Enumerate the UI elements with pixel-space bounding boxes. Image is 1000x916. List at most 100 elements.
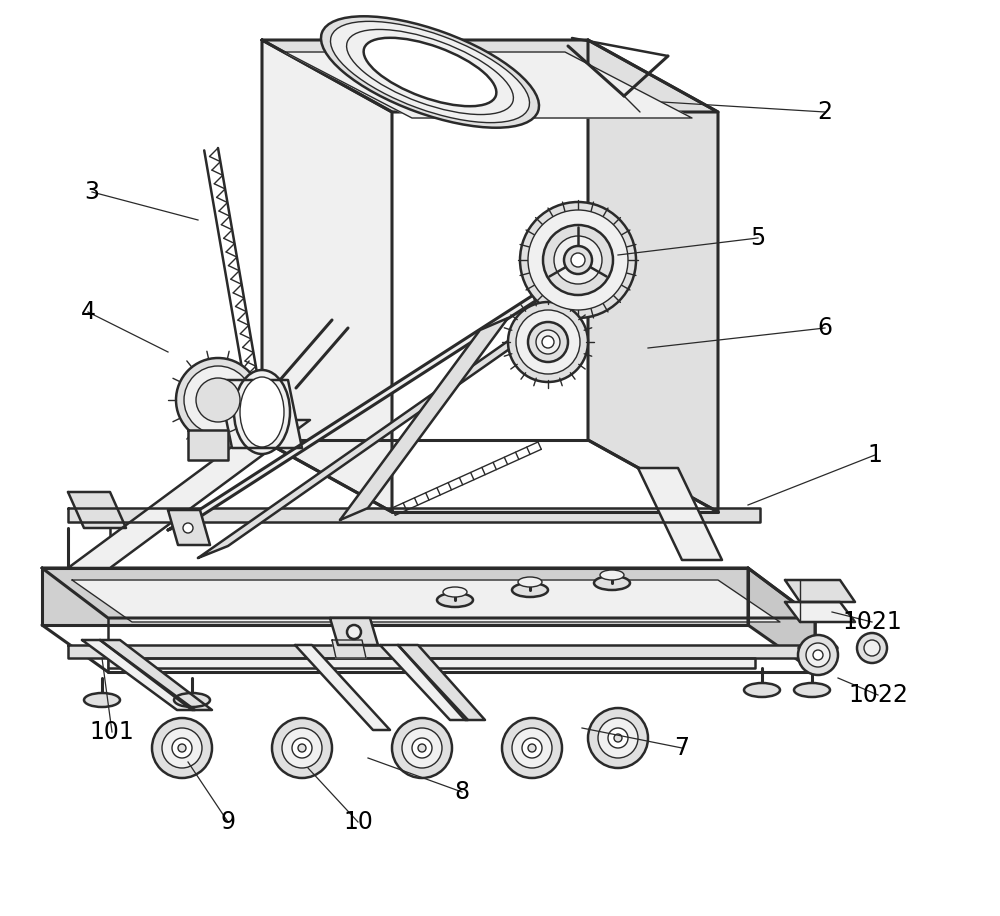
Circle shape (528, 322, 568, 362)
Ellipse shape (794, 683, 830, 697)
Circle shape (813, 650, 823, 660)
Text: 1: 1 (868, 443, 882, 467)
Polygon shape (42, 568, 748, 625)
Circle shape (183, 523, 193, 533)
Polygon shape (168, 280, 568, 530)
Polygon shape (285, 52, 692, 118)
Circle shape (418, 744, 426, 752)
Circle shape (806, 643, 830, 667)
Circle shape (402, 728, 442, 768)
Ellipse shape (744, 683, 780, 697)
Polygon shape (68, 508, 760, 522)
Text: 2: 2 (818, 100, 832, 124)
Ellipse shape (502, 738, 562, 754)
Polygon shape (198, 308, 568, 558)
Circle shape (798, 635, 838, 675)
Ellipse shape (798, 642, 838, 654)
Circle shape (536, 330, 560, 354)
Circle shape (857, 633, 887, 663)
Text: 5: 5 (750, 226, 766, 250)
Polygon shape (82, 640, 195, 710)
Ellipse shape (240, 377, 284, 447)
Polygon shape (638, 468, 722, 560)
Polygon shape (262, 40, 718, 112)
Ellipse shape (347, 29, 513, 114)
Circle shape (412, 738, 432, 758)
Circle shape (502, 718, 562, 778)
Circle shape (614, 734, 622, 742)
Circle shape (528, 210, 628, 310)
Circle shape (176, 358, 260, 442)
Circle shape (508, 302, 588, 382)
Ellipse shape (84, 693, 120, 707)
Polygon shape (100, 640, 212, 710)
Ellipse shape (518, 577, 542, 587)
Circle shape (512, 728, 552, 768)
Circle shape (864, 640, 880, 656)
Circle shape (172, 738, 192, 758)
Polygon shape (785, 602, 855, 622)
Ellipse shape (600, 570, 624, 580)
Ellipse shape (443, 587, 467, 597)
Circle shape (542, 336, 554, 348)
Ellipse shape (512, 583, 548, 597)
Polygon shape (168, 510, 210, 545)
Text: 4: 4 (80, 300, 96, 324)
Ellipse shape (330, 21, 530, 123)
Polygon shape (340, 318, 508, 520)
Circle shape (347, 625, 361, 639)
Polygon shape (72, 580, 780, 622)
Polygon shape (330, 618, 378, 645)
Circle shape (292, 738, 312, 758)
Ellipse shape (174, 693, 210, 707)
Text: 101: 101 (90, 720, 134, 744)
Text: 10: 10 (343, 810, 373, 834)
Ellipse shape (321, 16, 539, 127)
Circle shape (196, 378, 240, 422)
Polygon shape (380, 645, 468, 720)
Polygon shape (68, 492, 126, 528)
Circle shape (588, 708, 648, 768)
Circle shape (598, 718, 638, 758)
Ellipse shape (152, 738, 212, 754)
Polygon shape (295, 645, 390, 730)
Circle shape (554, 236, 602, 284)
Circle shape (162, 728, 202, 768)
Circle shape (543, 225, 613, 295)
Text: 9: 9 (220, 810, 236, 834)
Circle shape (516, 310, 580, 374)
Ellipse shape (234, 370, 290, 454)
Text: 8: 8 (454, 780, 470, 804)
Ellipse shape (437, 593, 473, 607)
Circle shape (178, 744, 186, 752)
Circle shape (282, 728, 322, 768)
Text: 3: 3 (84, 180, 100, 204)
Circle shape (298, 744, 306, 752)
Polygon shape (218, 380, 302, 448)
Text: 7: 7 (674, 736, 690, 760)
Polygon shape (332, 640, 366, 658)
Circle shape (528, 744, 536, 752)
Circle shape (522, 738, 542, 758)
Circle shape (272, 718, 332, 778)
Ellipse shape (594, 576, 630, 590)
Circle shape (392, 718, 452, 778)
Polygon shape (785, 580, 855, 602)
Ellipse shape (272, 738, 332, 754)
Polygon shape (398, 645, 485, 720)
Circle shape (571, 253, 585, 267)
Polygon shape (588, 40, 718, 512)
Circle shape (520, 202, 636, 318)
Circle shape (564, 246, 592, 274)
Polygon shape (42, 568, 815, 618)
Polygon shape (68, 645, 812, 658)
Text: 1021: 1021 (842, 610, 902, 634)
Circle shape (152, 718, 212, 778)
Polygon shape (68, 420, 310, 568)
Ellipse shape (364, 38, 496, 106)
Circle shape (608, 728, 628, 748)
Text: 1022: 1022 (848, 683, 908, 707)
Ellipse shape (588, 728, 648, 744)
Text: 6: 6 (818, 316, 832, 340)
Polygon shape (108, 658, 755, 668)
